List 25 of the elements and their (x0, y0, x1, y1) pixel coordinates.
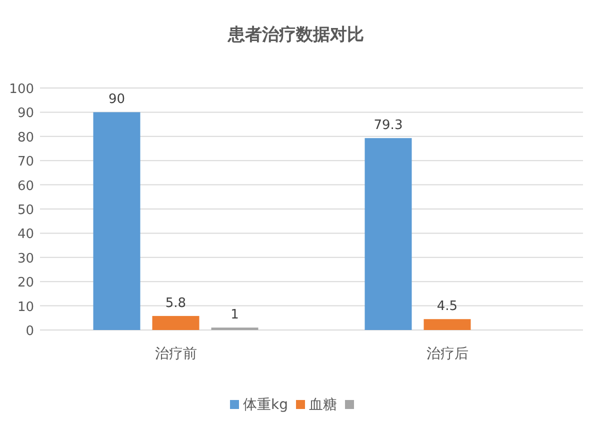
legend-label: 血糖 (309, 397, 337, 413)
y-tick-label: 50 (17, 203, 34, 218)
y-tick-label: 20 (17, 276, 34, 291)
y-tick-label: 100 (9, 82, 34, 97)
y-tick-label: 40 (17, 227, 34, 242)
data-label: 1 (230, 308, 239, 323)
bar (152, 316, 200, 330)
legend-label: 体重kg (243, 397, 288, 413)
data-label: 5.8 (165, 296, 186, 311)
y-tick-label: 60 (17, 178, 34, 194)
y-tick-label: 30 (17, 251, 34, 266)
y-tick-label: 10 (17, 300, 34, 315)
bar (93, 112, 140, 330)
y-tick-label: 0 (26, 324, 34, 339)
x-tick-label: 治疗后 (426, 346, 468, 362)
data-label: 90 (108, 92, 126, 108)
x-tick-label: 治疗前 (154, 346, 197, 362)
bar (424, 319, 471, 330)
y-tick-label: 80 (17, 130, 34, 146)
y-tick-label: 70 (17, 154, 34, 170)
y-tick-label: 90 (17, 106, 34, 122)
data-label: 4.5 (436, 299, 458, 314)
data-label: 79.3 (374, 118, 403, 134)
chart-title: 患者治疗数据对比 (227, 25, 364, 45)
bar (364, 138, 412, 330)
